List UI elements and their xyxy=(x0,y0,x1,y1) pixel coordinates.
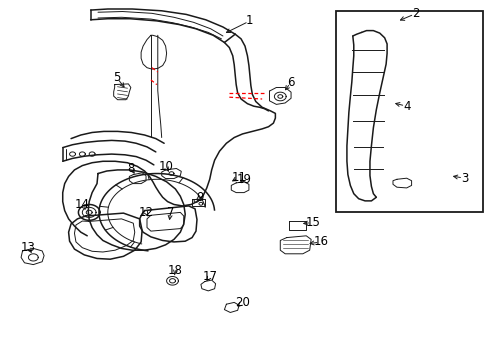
Text: 17: 17 xyxy=(202,270,217,283)
Text: 3: 3 xyxy=(461,172,468,185)
Text: 10: 10 xyxy=(158,160,173,173)
Text: 13: 13 xyxy=(21,241,36,254)
Text: 20: 20 xyxy=(235,296,250,309)
Text: 1: 1 xyxy=(246,14,254,27)
Text: 16: 16 xyxy=(314,235,328,248)
Text: 12: 12 xyxy=(139,206,153,219)
Text: 9: 9 xyxy=(196,191,204,204)
Text: 2: 2 xyxy=(412,7,419,20)
Text: 4: 4 xyxy=(403,100,411,113)
Text: 19: 19 xyxy=(237,173,251,186)
Bar xyxy=(336,11,483,212)
Text: 14: 14 xyxy=(75,198,90,211)
Text: 15: 15 xyxy=(305,216,320,229)
Text: 18: 18 xyxy=(168,264,183,277)
Text: 5: 5 xyxy=(113,71,121,84)
Text: 6: 6 xyxy=(287,76,295,89)
Text: 8: 8 xyxy=(127,162,135,175)
Text: 7: 7 xyxy=(167,206,174,219)
Text: 11: 11 xyxy=(232,171,246,184)
